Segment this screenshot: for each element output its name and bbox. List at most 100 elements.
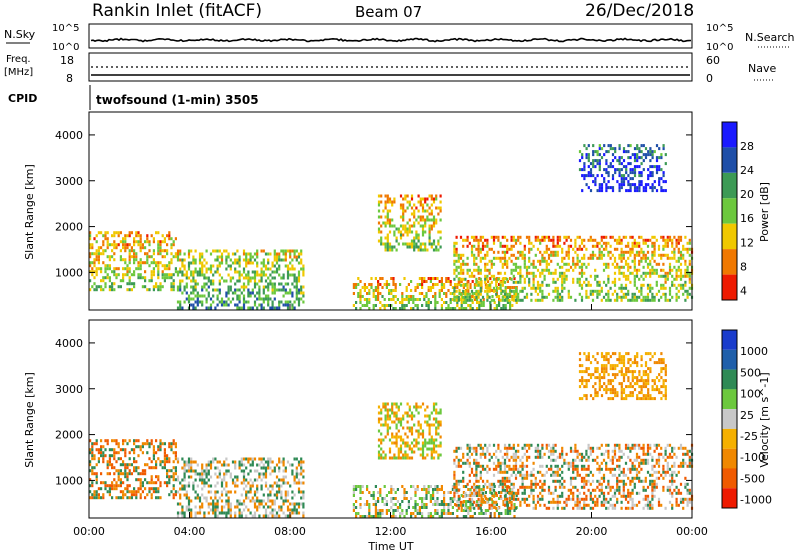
echo-cell (514, 289, 518, 293)
echo-cell (668, 271, 672, 275)
echo-cell (490, 265, 493, 269)
echo-cell (633, 259, 636, 263)
echo-cell (262, 264, 265, 268)
echo-cell (509, 512, 512, 515)
echo-cell (482, 304, 485, 307)
echo-cell (556, 467, 559, 471)
echo-cell (390, 298, 393, 301)
echo-cell (207, 478, 210, 482)
echo-cell (512, 458, 515, 462)
echo-cell (262, 505, 265, 509)
echo-cell (618, 162, 621, 166)
echo-cell (201, 469, 204, 473)
echo-cell (133, 258, 136, 262)
echo-cell (113, 472, 116, 476)
echo-cell (172, 487, 175, 491)
echo-cell (543, 479, 546, 483)
echo-cell (141, 490, 144, 494)
echo-cell (399, 435, 403, 439)
echo-cell (624, 286, 628, 290)
echo-cell (600, 156, 604, 160)
echo-cell (392, 295, 395, 298)
echo-cell (503, 235, 507, 239)
echo-cell (212, 282, 215, 286)
echo-cell (286, 508, 290, 512)
echo-cell (146, 237, 149, 241)
echo-cell (289, 300, 292, 304)
echo-cell (139, 487, 142, 491)
echo-cell (170, 243, 173, 247)
echo-cell (580, 247, 584, 251)
echo-cell (245, 273, 248, 277)
echo-cell (198, 496, 202, 500)
colorbar-tick-label: 28 (740, 140, 754, 153)
echo-cell (102, 240, 105, 244)
echo-cell (181, 457, 184, 461)
echo-cell (201, 478, 204, 482)
echo-cell (242, 294, 246, 298)
echo-cell (275, 481, 279, 485)
echo-cell (660, 168, 663, 172)
echo-cell (234, 484, 237, 488)
echo-cell (382, 221, 385, 225)
echo-cell (176, 249, 180, 253)
colorbar-tick-label: 4 (740, 284, 747, 297)
echo-cell (443, 500, 446, 503)
echo-cell (479, 250, 482, 254)
echo-cell (453, 277, 456, 281)
echo-cell (427, 491, 430, 494)
echo-cell (432, 295, 435, 298)
echo-cell (447, 307, 450, 310)
echo-cell (430, 411, 433, 415)
echo-cell (576, 500, 579, 504)
echo-cell (273, 270, 276, 274)
echo-cell (468, 461, 471, 465)
echo-cell (271, 264, 274, 268)
echo-cell (633, 268, 636, 272)
echo-cell (512, 253, 515, 257)
echo-cell (269, 466, 272, 470)
echo-cell (600, 298, 603, 302)
echo-cell (130, 472, 133, 476)
echo-cell (512, 289, 515, 293)
echo-cell (682, 244, 685, 248)
echo-cell (470, 452, 474, 456)
echo-cell (432, 456, 436, 460)
echo-cell (662, 147, 665, 151)
echo-cell (106, 484, 109, 488)
echo-cell (514, 256, 518, 260)
echo-cell (638, 250, 641, 254)
echo-cell (300, 261, 303, 265)
echo-cell (664, 180, 667, 184)
echo-cell (402, 233, 405, 237)
nsky-label: N.Sky (4, 28, 36, 41)
freq-tick-bottom: 8 (66, 72, 73, 85)
echo-cell (462, 485, 465, 488)
echo-cell (196, 300, 199, 304)
echo-cell (111, 448, 114, 452)
echo-cell (399, 420, 403, 424)
echo-cell (168, 460, 171, 464)
echo-cell (271, 303, 274, 307)
echo-cell (207, 276, 210, 280)
echo-cell (179, 300, 182, 304)
echo-cell (264, 472, 268, 476)
echo-cell (382, 456, 385, 460)
echo-cell (480, 509, 483, 512)
echo-cell (539, 479, 542, 483)
echo-cell (372, 289, 375, 292)
echo-cell (220, 255, 224, 259)
echo-cell (550, 473, 553, 477)
echo-cell (500, 292, 503, 295)
echo-cell (465, 485, 468, 488)
colorbar-swatch (722, 172, 737, 199)
echo-cell (395, 426, 398, 430)
echo-cell (497, 443, 500, 447)
echo-cell (247, 306, 250, 310)
echo-cell (401, 307, 404, 310)
echo-cell (293, 279, 296, 283)
echo-cell (415, 230, 418, 234)
echo-cell (664, 244, 667, 248)
echo-cell (273, 264, 276, 268)
echo-cell (414, 500, 417, 503)
